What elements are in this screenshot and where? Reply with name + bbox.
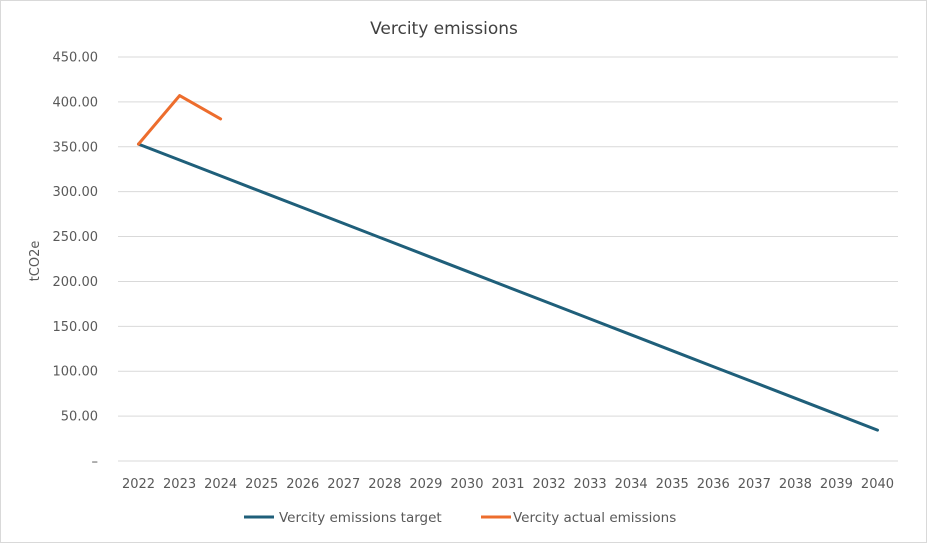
series-lines (137, 94, 879, 432)
y-tick-label: 150.00 (53, 320, 99, 335)
x-tick-label: 2034 (615, 477, 648, 492)
y-axis-title: tCO2e (28, 241, 43, 282)
x-tick-label: 2029 (409, 477, 442, 492)
series-line-actual (137, 94, 223, 146)
x-tick-label: 2027 (327, 477, 360, 492)
y-tick-label: 450.00 (53, 51, 99, 66)
x-tick-label: 2026 (286, 477, 319, 492)
y-tick-label: 400.00 (53, 95, 99, 110)
series-line-target (137, 142, 879, 432)
y-tick-label: 250.00 (53, 230, 99, 245)
x-tick-label: 2035 (656, 477, 689, 492)
x-tick-label: 2038 (779, 477, 812, 492)
legend-label: Vercity actual emissions (513, 510, 676, 526)
x-tick-label: 2028 (368, 477, 401, 492)
x-tick-label: 2030 (450, 477, 483, 492)
legend: Vercity emissions target Vercity actual e… (244, 510, 676, 526)
y-tick-label: 300.00 (53, 185, 99, 200)
gridlines (118, 56, 898, 462)
y-tick-label: 100.00 (53, 365, 99, 380)
x-tick-label: 2022 (122, 477, 155, 492)
y-tick-label: 350.00 (53, 140, 99, 155)
x-tick-label: 2032 (533, 477, 566, 492)
x-tick-label: 2036 (697, 477, 730, 492)
x-tick-label: 2025 (245, 477, 278, 492)
legend-label: Vercity emissions target (279, 510, 442, 526)
y-axis-ticks: – 50.00 100.00 150.00 200.00 250.00 300.00 350.… (53, 51, 99, 470)
y-tick-label: 200.00 (53, 275, 99, 290)
y-tick-label: 50.00 (61, 410, 98, 425)
x-axis-ticks: 2022 2023 2024 2025 2026 2027 2028 2029 2030 2031… (122, 477, 894, 492)
x-tick-label: 2023 (163, 477, 196, 492)
y-tick-label: – (92, 455, 99, 470)
chart-title: Vercity emissions (370, 19, 518, 39)
x-tick-label: 2033 (574, 477, 607, 492)
x-tick-label: 2037 (738, 477, 771, 492)
x-tick-label: 2039 (820, 477, 853, 492)
x-tick-label: 2040 (861, 477, 894, 492)
x-tick-label: 2024 (204, 477, 237, 492)
x-tick-label: 2031 (491, 477, 524, 492)
